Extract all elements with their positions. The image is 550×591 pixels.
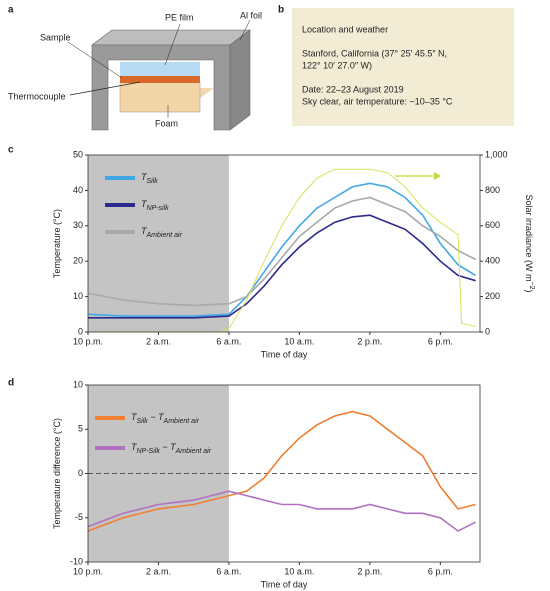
series-line — [88, 168, 476, 333]
part-label: Foam — [155, 118, 178, 128]
y-tick-label: 10 — [73, 291, 83, 301]
info-line: Stanford, California (37° 25′ 45.5″ N, — [302, 48, 447, 58]
foil-side — [229, 29, 251, 131]
panel-label: d — [8, 378, 14, 389]
y2-tick-label: 400 — [485, 256, 500, 266]
panel-label: a — [8, 5, 14, 16]
part-label: PE film — [165, 12, 194, 22]
part-label: Thermocouple — [8, 91, 66, 101]
text-part: Solar irradiance (W m — [524, 194, 534, 281]
plot-frame — [87, 154, 481, 333]
x-tick-label: 2 p.m. — [357, 336, 382, 346]
thermocouple-pointer — [69, 81, 141, 96]
text-part: Temperature (°C) — [52, 209, 62, 278]
series-line — [87, 490, 476, 532]
legend-label: TNP-silk — [141, 199, 169, 212]
part-label: Sample — [40, 32, 71, 42]
text-part: Silk — [147, 178, 159, 185]
y-tick-label: -10 — [70, 556, 83, 566]
night-shade — [88, 155, 229, 332]
x-tick-label: 6 p.m. — [428, 566, 453, 576]
text-part: T — [141, 172, 148, 182]
x-tick-label: 2 p.m. — [357, 566, 382, 576]
x-tick-label: 10 a.m. — [284, 566, 314, 576]
foam — [119, 81, 201, 113]
diagram — [67, 19, 251, 131]
text-part: Ambient air — [175, 448, 212, 455]
y2-tick-label: 1,000 — [485, 149, 508, 159]
text-part: − T — [148, 412, 165, 422]
y-tick-label: 0 — [78, 468, 83, 478]
x-tick-label: 6 a.m. — [216, 566, 241, 576]
series-line — [87, 196, 476, 307]
text-part: Temperature difference (°C) — [52, 418, 62, 529]
text-part: T — [131, 412, 138, 422]
text-part: Ambient air — [146, 232, 183, 239]
y2-tick-label: 0 — [485, 326, 490, 336]
y2-axis-label: Solar irradiance (W m−2) — [524, 194, 535, 292]
leader — [164, 23, 181, 66]
y-tick-label: 40 — [73, 185, 83, 195]
y-tick-label: 0 — [78, 326, 83, 336]
y-axis-label: Temperature difference (°C) — [52, 418, 62, 529]
x-tick-label: 6 a.m. — [216, 336, 241, 346]
foil-top — [91, 29, 251, 46]
info-line: 122° 10′ 27.0″ W) — [302, 60, 372, 70]
info-line: Location and weather — [302, 24, 388, 34]
x-tick-label: 2 a.m. — [146, 336, 171, 346]
text-part: − T — [160, 442, 177, 452]
y2-tick-label: 600 — [485, 220, 500, 230]
text-part: Silk — [137, 418, 149, 425]
x-tick-label: 10 p.m. — [73, 336, 103, 346]
info-box — [292, 8, 514, 126]
text-part: −2 — [528, 282, 535, 290]
leader — [239, 19, 251, 41]
irradiance-arrow — [395, 172, 441, 180]
sample — [120, 76, 200, 83]
text-part: NP-silk — [147, 205, 170, 212]
x-axis-label: Time of day — [261, 349, 308, 359]
y2-tick-label: 200 — [485, 291, 500, 301]
series-line — [87, 410, 476, 532]
y-tick-label: 50 — [73, 149, 83, 159]
part-label: Al foil — [240, 10, 262, 20]
text-part: Ambient air — [163, 418, 200, 425]
y-tick-label: 30 — [73, 220, 83, 230]
info-line: Sky clear, air temperature: ~10–35 °C — [302, 96, 453, 106]
x-tick-label: 6 p.m. — [428, 336, 453, 346]
text-part: T — [141, 199, 148, 209]
x-axis-label: Time of day — [261, 579, 308, 589]
text-part: NP-Silk — [137, 448, 161, 455]
text-part: T — [131, 442, 138, 452]
y-axis-label: Temperature (°C) — [52, 209, 62, 278]
panel-label: b — [278, 5, 284, 16]
x-tick-label: 2 a.m. — [146, 566, 171, 576]
y-tick-label: 20 — [73, 256, 83, 266]
y2-tick-label: 800 — [485, 185, 500, 195]
leader — [67, 41, 123, 79]
legend-label: TNP-Silk − TAmbient air — [131, 442, 212, 455]
text-part: T — [141, 226, 148, 236]
night-shade — [88, 385, 229, 562]
y-tick-label: -5 — [75, 512, 83, 522]
text-part: ) — [524, 290, 534, 293]
legend-label: TSilk — [141, 172, 158, 185]
info-line: Date: 22–23 August 2019 — [302, 84, 404, 94]
pe-film — [120, 62, 200, 76]
x-tick-label: 10 a.m. — [284, 336, 314, 346]
legend-label: TSilk − TAmbient air — [131, 412, 200, 425]
panel-label: c — [8, 145, 14, 156]
legend-label: TAmbient air — [141, 226, 183, 239]
series-line — [88, 214, 476, 319]
series-line — [87, 182, 477, 317]
y-tick-label: 5 — [78, 424, 83, 434]
x-tick-label: 10 p.m. — [73, 566, 103, 576]
y-tick-label: 10 — [73, 379, 83, 389]
